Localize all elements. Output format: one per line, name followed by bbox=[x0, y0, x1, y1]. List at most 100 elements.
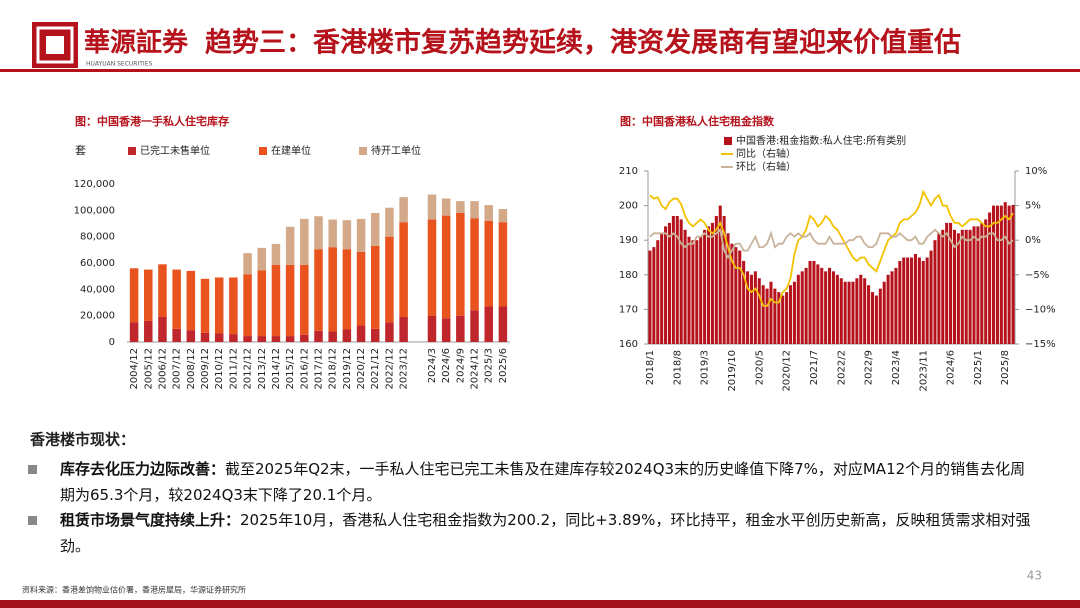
bar bbox=[691, 240, 695, 344]
logo-subtext: HUAYUAN SECURITIES bbox=[86, 61, 152, 68]
bar bbox=[988, 212, 992, 344]
bar bbox=[886, 274, 890, 344]
bar bbox=[158, 264, 167, 317]
bar bbox=[952, 229, 957, 344]
bar bbox=[498, 306, 508, 342]
bar bbox=[399, 222, 408, 317]
x-tick-label: 2016/12 bbox=[299, 348, 310, 390]
bar bbox=[738, 250, 742, 344]
x-tick-label: 2018/1 bbox=[645, 350, 656, 385]
bar bbox=[441, 318, 451, 342]
bar bbox=[753, 271, 757, 344]
bar bbox=[941, 229, 945, 344]
bar bbox=[648, 250, 652, 344]
bar bbox=[808, 260, 812, 344]
legend-label: 已完工未售单位 bbox=[140, 144, 210, 157]
bar bbox=[956, 233, 960, 344]
bar bbox=[788, 285, 793, 344]
bar bbox=[699, 236, 703, 344]
chart-title: 图：中国香港一手私人住宅库存 bbox=[75, 114, 229, 128]
bar bbox=[984, 219, 988, 344]
source-note: 资料来源：香港差饷物业估价署，香港房屋局，华源证券研究所 bbox=[22, 585, 246, 595]
bar bbox=[949, 222, 953, 344]
x-tick-label: 2009/12 bbox=[200, 348, 211, 390]
bar bbox=[300, 334, 309, 342]
bar bbox=[843, 281, 847, 344]
bar bbox=[890, 271, 894, 344]
bar bbox=[874, 295, 878, 344]
bar bbox=[906, 257, 910, 344]
bar bbox=[734, 247, 738, 344]
bar bbox=[441, 198, 451, 216]
x-tick-label: 2018/8 bbox=[672, 350, 683, 385]
legend-label: 待开工单位 bbox=[371, 144, 421, 157]
bar bbox=[328, 247, 337, 332]
x-tick-label: 2024/6 bbox=[946, 350, 957, 385]
x-tick-label: 2020/12 bbox=[356, 348, 367, 390]
y-tick-label: 190 bbox=[619, 235, 638, 246]
bar bbox=[667, 222, 671, 344]
bar bbox=[742, 260, 746, 344]
bar bbox=[714, 215, 718, 344]
bar bbox=[300, 218, 309, 265]
bar bbox=[796, 274, 800, 344]
y-tick-label: 80,000 bbox=[80, 232, 115, 243]
bar bbox=[385, 236, 394, 323]
y-unit: 套 bbox=[75, 144, 86, 157]
bar bbox=[314, 249, 323, 331]
bullet: 租赁市场景气度持续上升：2025年10月，香港私人住宅租金指数为200.2，同比… bbox=[60, 507, 1035, 559]
bar bbox=[427, 315, 437, 342]
y2-tick-label: −5% bbox=[1025, 270, 1049, 281]
bar bbox=[385, 322, 394, 342]
bar bbox=[925, 257, 929, 344]
y-tick-label: 200 bbox=[619, 201, 638, 212]
bar bbox=[773, 288, 777, 344]
x-tick-label: 2023/12 bbox=[399, 348, 410, 390]
bar bbox=[960, 229, 964, 344]
page-number: 43 bbox=[1027, 569, 1042, 583]
y-tick-label: 60,000 bbox=[80, 258, 115, 269]
bar bbox=[172, 328, 181, 342]
bar bbox=[870, 292, 875, 344]
bar bbox=[999, 205, 1003, 344]
bar bbox=[660, 233, 664, 344]
x-tick-label: 2025/8 bbox=[1000, 350, 1011, 385]
bar bbox=[370, 245, 380, 329]
legend-swatch bbox=[359, 147, 367, 155]
bar bbox=[687, 236, 691, 344]
y-tick-label: 20,000 bbox=[80, 311, 115, 322]
bullet-icon bbox=[28, 465, 37, 474]
x-tick-label: 2014/12 bbox=[271, 348, 282, 390]
y-tick-label: 180 bbox=[619, 270, 638, 281]
bar bbox=[257, 247, 267, 271]
bar bbox=[144, 269, 153, 321]
bar bbox=[257, 270, 267, 337]
x-tick-label: 2015/12 bbox=[285, 348, 296, 390]
bar bbox=[894, 267, 898, 344]
bar bbox=[285, 336, 295, 342]
legend-label: 环比（右轴） bbox=[736, 160, 796, 173]
bar bbox=[761, 285, 765, 344]
bar bbox=[427, 194, 437, 220]
bar bbox=[831, 271, 835, 344]
bar bbox=[257, 336, 267, 342]
bar bbox=[342, 329, 352, 342]
y-tick-label: 170 bbox=[619, 304, 638, 315]
bar bbox=[878, 288, 882, 344]
bar bbox=[399, 197, 408, 223]
line bbox=[649, 189, 1014, 307]
bar bbox=[679, 219, 683, 344]
logo-seal-inner bbox=[36, 26, 74, 64]
x-tick-label: 2025/1 bbox=[973, 350, 984, 385]
x-tick-label: 2013/12 bbox=[257, 348, 268, 390]
x-tick-label: 2006/12 bbox=[157, 348, 168, 390]
bullet: 库存去化压力边际改善：截至2025年Q2末，一手私人住宅已完工未售及在建库存较2… bbox=[60, 456, 1035, 508]
x-tick-label: 2008/12 bbox=[186, 348, 197, 390]
y2-tick-label: 10% bbox=[1025, 166, 1047, 177]
bar bbox=[158, 316, 167, 342]
line bbox=[649, 228, 1014, 260]
x-tick-label: 2020/12 bbox=[782, 350, 793, 392]
bar bbox=[718, 205, 722, 344]
x-tick-label: 2018/12 bbox=[328, 348, 339, 390]
